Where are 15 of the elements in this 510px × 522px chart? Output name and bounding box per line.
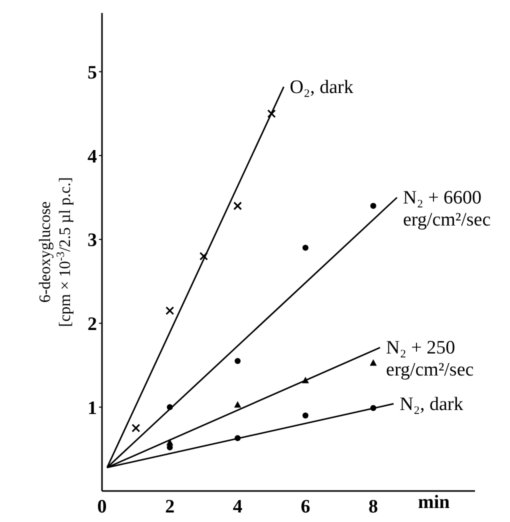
y-tick-label: 3 — [88, 230, 97, 252]
y-tick-label: 4 — [88, 146, 98, 168]
y-tick-label: 2 — [88, 314, 97, 336]
x-tick-label: 6 — [300, 496, 310, 518]
x-tick-label: 8 — [368, 496, 378, 518]
x-axis-title: min — [418, 492, 450, 514]
y-tick-label: 1 — [88, 398, 97, 419]
x-tick-label: 4 — [232, 496, 243, 518]
x-tick-label: 0 — [97, 496, 107, 518]
x-tick-label: 2 — [165, 496, 175, 518]
series-label: N₂, dark — [400, 394, 464, 415]
series-label: N₂ + 6600 erg/cm²/sec — [403, 187, 491, 230]
series-label: N₂ + 250 erg/cm²/sec — [386, 338, 474, 381]
series-label: O₂, dark — [290, 76, 354, 98]
y-tick-label: 5 — [88, 62, 97, 84]
